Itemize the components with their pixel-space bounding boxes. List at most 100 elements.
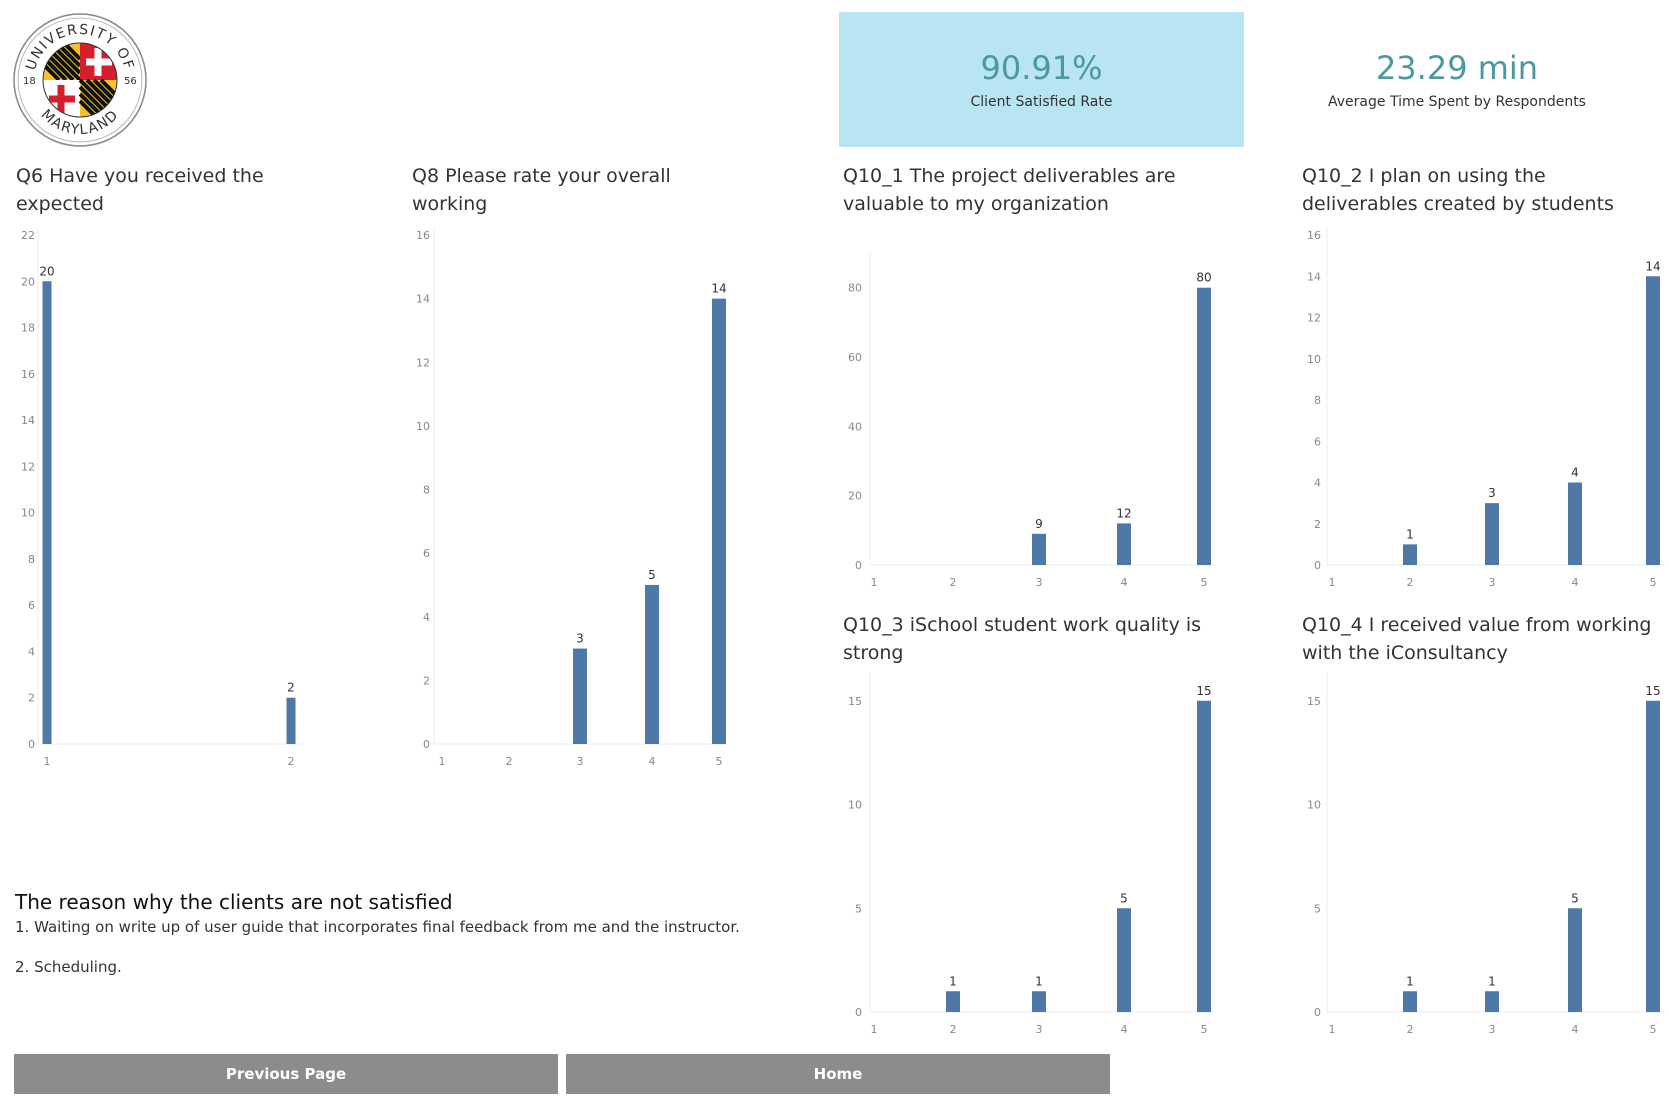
- y-tick-label: 6: [28, 599, 35, 612]
- x-tick-label: 4: [1572, 1023, 1579, 1036]
- y-tick-label: 10: [21, 507, 35, 520]
- y-tick-label: 0: [855, 1006, 862, 1019]
- y-tick-label: 0: [1314, 559, 1321, 572]
- y-tick-label: 5: [855, 902, 862, 915]
- kpi-value: 23.29 min: [1375, 49, 1539, 87]
- previous-page-button[interactable]: Previous Page: [14, 1054, 558, 1094]
- data-label: 1: [1406, 974, 1414, 988]
- x-tick-label: 2: [1407, 1023, 1414, 1036]
- y-tick-label: 5: [1314, 902, 1321, 915]
- chart-title-q10-2: Q10_2 I plan on using the deliverables c…: [1302, 165, 1614, 215]
- y-tick-label: 22: [21, 229, 35, 242]
- x-tick-label: 2: [950, 576, 957, 589]
- chart-title-q10-1: Q10_1 The project deliverables are valua…: [843, 165, 1176, 215]
- y-tick-label: 0: [855, 559, 862, 572]
- data-label: 1: [1406, 527, 1414, 541]
- y-tick-label: 2: [1314, 518, 1321, 531]
- x-tick-label: 4: [1572, 576, 1579, 589]
- data-label: 15: [1196, 684, 1211, 698]
- bar: [42, 281, 52, 744]
- data-label: 2: [287, 681, 295, 695]
- reason-item: 1. Waiting on write up of user guide tha…: [15, 918, 740, 936]
- x-tick-label: 3: [1036, 1023, 1043, 1036]
- kpi-value: 90.91%: [980, 49, 1103, 87]
- x-tick-label: 4: [1121, 1023, 1128, 1036]
- bar: [1032, 991, 1046, 1012]
- chart-title-q8: Q8 Please rate your overall working: [412, 165, 671, 215]
- kpi-label: Client Satisfied Rate: [970, 94, 1113, 110]
- reason-item: 2. Scheduling.: [15, 958, 122, 976]
- y-tick-label: 20: [21, 275, 35, 288]
- y-tick-label: 12: [1307, 312, 1321, 325]
- svg-text:56: 56: [124, 76, 137, 87]
- chart-title-q6: Q6 Have you received the expected: [16, 165, 264, 215]
- bar: [946, 991, 960, 1012]
- x-tick-label: 5: [1201, 576, 1208, 589]
- bar: [1117, 523, 1131, 565]
- x-tick-label: 2: [950, 1023, 957, 1036]
- y-tick-label: 0: [1314, 1006, 1321, 1019]
- x-tick-label: 2: [288, 755, 295, 768]
- y-tick-label: 8: [423, 484, 430, 497]
- data-label: 5: [648, 568, 656, 582]
- y-tick-label: 4: [28, 645, 35, 658]
- y-tick-label: 16: [416, 229, 430, 242]
- data-label: 1: [949, 974, 957, 988]
- y-tick-label: 4: [1314, 477, 1321, 490]
- data-label: 5: [1571, 891, 1579, 905]
- bar: [286, 697, 296, 744]
- y-tick-label: 14: [1307, 270, 1321, 283]
- y-tick-label: 20: [848, 490, 862, 503]
- y-tick-label: 10: [1307, 353, 1321, 366]
- data-label: 20: [39, 264, 54, 278]
- bar: [1646, 276, 1660, 565]
- x-tick-label: 5: [1201, 1023, 1208, 1036]
- data-label: 14: [1645, 259, 1660, 273]
- bar: [1403, 991, 1417, 1012]
- x-tick-label: 5: [1650, 1023, 1657, 1036]
- bar: [1485, 991, 1499, 1012]
- data-label: 15: [1645, 684, 1660, 698]
- data-label: 14: [711, 282, 726, 296]
- data-label: 1: [1488, 974, 1496, 988]
- x-tick-label: 3: [1489, 1023, 1496, 1036]
- data-label: 1: [1035, 974, 1043, 988]
- university-of-maryland-logo: UNIVERSITY OF MARYLAND 18 56: [13, 13, 147, 147]
- data-label: 4: [1571, 466, 1579, 480]
- y-tick-label: 6: [423, 547, 430, 560]
- kpi-label: Average Time Spent by Respondents: [1328, 94, 1586, 110]
- bar: [712, 298, 726, 744]
- y-tick-label: 10: [416, 420, 430, 433]
- x-tick-label: 3: [1036, 576, 1043, 589]
- y-tick-label: 4: [423, 611, 430, 624]
- y-tick-label: 2: [28, 692, 35, 705]
- y-tick-label: 18: [21, 322, 35, 335]
- bar: [1032, 533, 1046, 565]
- y-tick-label: 40: [848, 420, 862, 433]
- y-tick-label: 8: [1314, 394, 1321, 407]
- x-tick-label: 1: [439, 755, 446, 768]
- y-tick-label: 2: [423, 674, 430, 687]
- data-label: 9: [1035, 517, 1043, 531]
- bar: [1568, 482, 1582, 565]
- chart-title-q10-3: Q10_3 iSchool student work quality is st…: [843, 614, 1202, 664]
- data-label: 5: [1120, 891, 1128, 905]
- data-label: 80: [1196, 271, 1211, 285]
- y-tick-label: 8: [28, 553, 35, 566]
- x-tick-label: 5: [1650, 576, 1657, 589]
- home-button[interactable]: Home: [566, 1054, 1110, 1094]
- x-tick-label: 1: [1329, 576, 1336, 589]
- y-tick-label: 60: [848, 351, 862, 364]
- chart-title-q10-4: Q10_4 I received value from working with…: [1302, 614, 1652, 664]
- x-tick-label: 3: [577, 755, 584, 768]
- y-tick-label: 16: [21, 368, 35, 381]
- x-tick-label: 2: [1407, 576, 1414, 589]
- bar: [1485, 503, 1499, 565]
- x-tick-label: 1: [44, 755, 51, 768]
